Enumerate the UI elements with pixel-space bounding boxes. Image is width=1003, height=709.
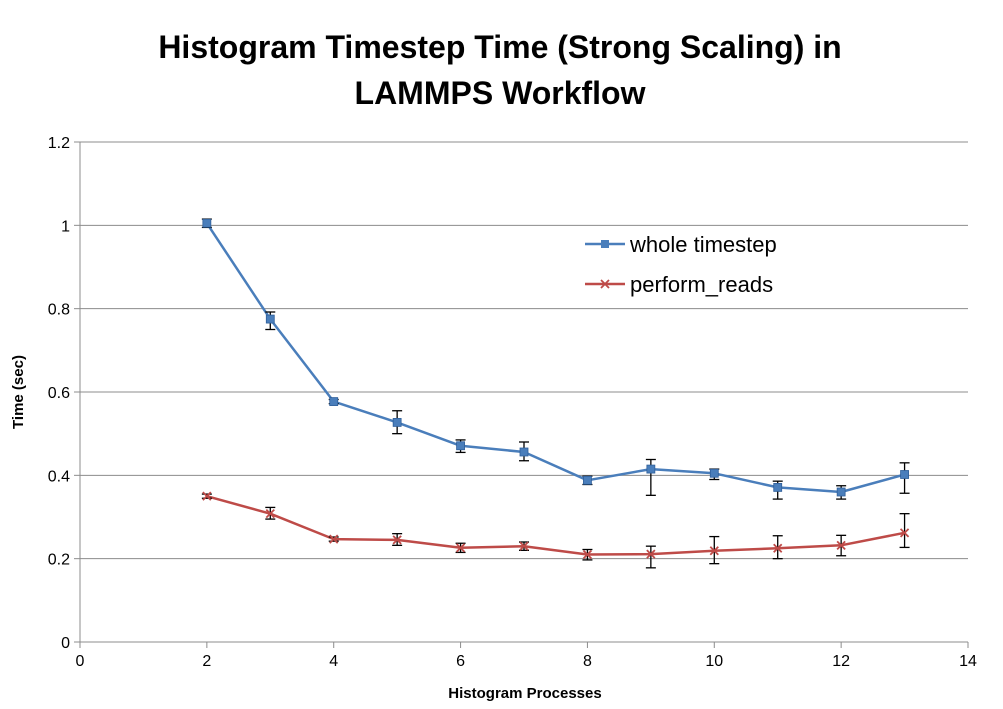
chart-title-line-1: Histogram Timestep Time (Strong Scaling)…	[158, 29, 841, 65]
plot-area	[201, 218, 910, 569]
y-axis-label: Time (sec)	[10, 355, 27, 429]
grid	[80, 141, 968, 560]
data-point	[836, 540, 846, 550]
y-tick-label: 0	[61, 635, 70, 652]
y-tick-label: 0.6	[48, 385, 70, 402]
data-point	[773, 543, 783, 553]
data-point	[329, 534, 339, 544]
legend-marker-whole-timestep	[601, 240, 609, 248]
series-line	[206, 494, 905, 556]
tick-labels: 0 0.2 0.4 0.6 0.8 1 1.2 0 2 4 6 8 10 12 14	[48, 135, 977, 670]
data-point	[900, 470, 909, 479]
x-tick-label: 8	[583, 653, 592, 670]
y-tick-label: 0.4	[48, 468, 70, 485]
x-axis-label: Histogram Processes	[448, 685, 601, 702]
data-point	[265, 509, 275, 519]
legend-label-whole-timestep: whole timestep	[629, 232, 777, 257]
x-tick-label: 0	[76, 653, 85, 670]
data-point	[329, 397, 339, 406]
legend-marker-perform-reads	[600, 279, 610, 289]
data-point	[456, 441, 465, 451]
series-perform-reads	[201, 491, 910, 569]
data-point	[202, 218, 212, 228]
data-point	[519, 447, 529, 457]
axes	[74, 141, 969, 648]
data-point	[709, 546, 719, 556]
series-line	[205, 222, 905, 494]
legend-label-perform-reads: perform_reads	[630, 272, 773, 297]
data-point	[646, 464, 656, 474]
x-tick-label: 12	[832, 653, 850, 670]
y-tick-label: 0.2	[48, 552, 70, 569]
x-tick-label: 14	[959, 653, 977, 670]
data-point	[455, 543, 466, 553]
x-tick-label: 10	[705, 653, 723, 670]
series-whole-timestep	[201, 218, 910, 500]
data-point	[899, 528, 910, 538]
x-tick-label: 6	[456, 653, 465, 670]
data-point	[392, 535, 402, 545]
data-point	[265, 314, 275, 324]
x-tick-label: 2	[202, 653, 211, 670]
legend: whole timestep perform_reads	[585, 232, 777, 297]
y-tick-label: 1.2	[48, 135, 70, 152]
data-point	[583, 475, 592, 485]
data-point	[519, 541, 529, 551]
data-point	[773, 483, 783, 492]
y-tick-label: 1	[61, 218, 70, 235]
chart-title-line-2: LAMMPS Workflow	[355, 75, 646, 111]
data-point	[709, 468, 719, 478]
data-point	[646, 549, 656, 559]
data-point	[836, 487, 846, 497]
error-bar	[645, 545, 656, 569]
data-point	[202, 491, 212, 501]
data-point	[392, 418, 402, 427]
y-tick-label: 0.8	[48, 302, 70, 319]
data-point	[582, 549, 593, 560]
x-tick-label: 4	[329, 653, 338, 670]
error-bar	[899, 513, 910, 549]
